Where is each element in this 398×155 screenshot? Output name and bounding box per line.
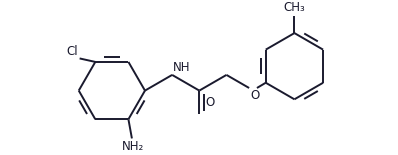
Text: NH: NH	[173, 61, 191, 74]
Text: O: O	[250, 89, 259, 102]
Text: CH₃: CH₃	[283, 1, 305, 14]
Text: NH₂: NH₂	[122, 140, 144, 153]
Text: Cl: Cl	[66, 45, 78, 58]
Text: O: O	[205, 96, 215, 109]
